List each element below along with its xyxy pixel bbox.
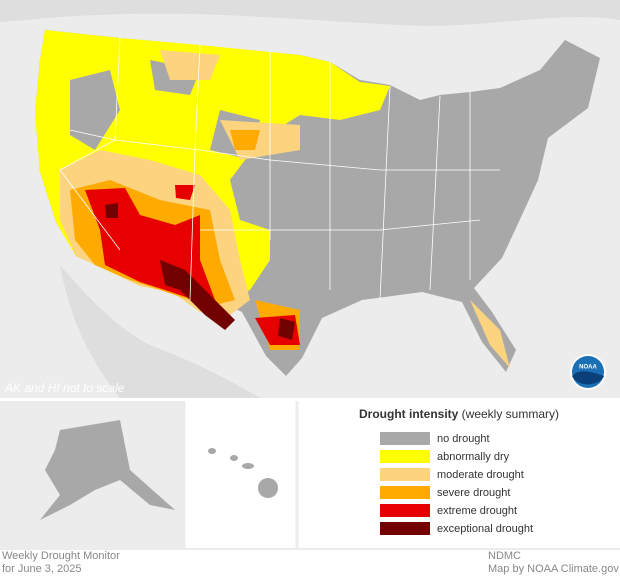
legend-label: abnormally dry [437, 451, 510, 463]
hawaii-panel [186, 401, 296, 548]
legend-swatch [380, 468, 430, 481]
legend-label: no drought [437, 433, 490, 445]
legend-swatch [380, 504, 430, 517]
noaa-logo: NOAA [570, 354, 606, 390]
extreme-drought [85, 185, 300, 345]
legend-swatch [380, 522, 430, 535]
legend-items: no drought abnormally dry moderate drought… [380, 432, 533, 535]
legend-subtitle: (weekly summary) [462, 407, 559, 421]
legend-swatch [380, 486, 430, 499]
legend-label: moderate drought [437, 469, 524, 481]
logo-text: NOAA [579, 365, 597, 371]
state-borders [59, 37, 500, 301]
legend-title-main: Drought intensity [359, 407, 459, 421]
legend-panel [298, 401, 620, 548]
legend-swatch [380, 450, 430, 463]
footer-date: for June 3, 2025 [2, 563, 82, 575]
alaska [40, 420, 175, 520]
canada [0, 0, 620, 26]
footer-credit: Map by NOAA Climate.gov [488, 563, 619, 575]
legend-label: severe drought [437, 487, 510, 499]
legend-swatch [380, 432, 430, 445]
hawaii [208, 448, 278, 498]
legend-label: exceptional drought [437, 523, 533, 535]
footer-title: Weekly Drought Monitor [2, 550, 120, 562]
logo-wave [572, 371, 604, 385]
map-note: AK and HI not to scale [4, 381, 125, 395]
legend-label: extreme drought [437, 505, 517, 517]
drought-areas [35, 30, 510, 368]
footer-source: NDMC [488, 550, 521, 562]
legend-title: Drought intensity (weekly summary) [359, 407, 559, 421]
mexico [60, 265, 260, 398]
